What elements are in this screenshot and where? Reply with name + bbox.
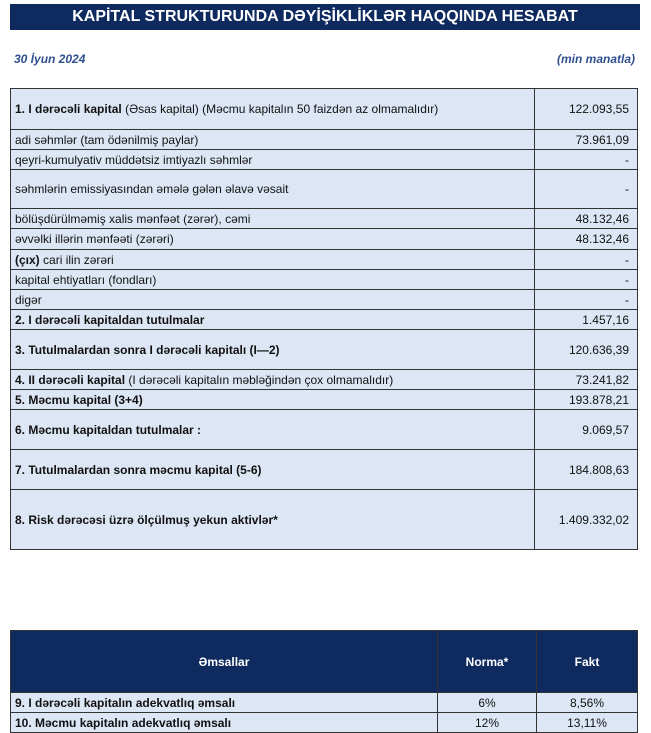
row-value: 48.132,46 [534,208,638,229]
table-row: kapital ehtiyatları (fondları) - [10,269,638,290]
row-value: 122.093,55 [534,88,638,130]
ratio-fakt: 8,56% [536,692,638,713]
row-value: 1.457,16 [534,309,638,330]
table-row: 2. I dərəcəli kapitaldan tutulmalar 1.457… [10,309,638,330]
row-value: 9.069,57 [534,409,638,450]
row-value: - [534,269,638,290]
row-value: 184.808,63 [534,449,638,490]
row-label-bold: 4. II dərəcəli kapital [15,372,126,387]
table-row: əvvəlki illərin mənfəəti (zərəri) 48.132,… [10,228,638,250]
row-label-text: cari ilin zərəri [39,252,114,267]
header-norma: Norma* [437,630,537,693]
ratio-row: 10. Məcmu kapitalın adekvatlıq əmsalı 12… [10,712,638,733]
row-label-text: qeyri-kumulyativ müddətsiz imtiyazlı səh… [15,152,253,167]
row-label: 7. Tutulmalardan sonra məcmu kapital (5-… [10,449,535,490]
report-title: KAPİTAL STRUKTURUNDA DƏYİŞİKLİKLƏR HAQQI… [10,4,640,30]
row-label: əvvəlki illərin mənfəəti (zərəri) [10,228,535,250]
table-row: 5. Məcmu kapital (3+4) 193.878,21 [10,389,638,410]
row-label-text: (Əsas kapital) (Məcmu kapitalın 50 faizd… [121,102,439,116]
row-value: - [534,169,638,209]
row-label: səhmlərin emissiyasından əmələ gələn əla… [10,169,535,209]
header-emsallar: Əmsallar [10,630,438,693]
row-label: 8. Risk dərəcəsi üzrə ölçülmuş yekun akt… [10,489,535,550]
table-row: səhmlərin emissiyasından əmələ gələn əla… [10,169,638,209]
row-label: 3. Tutulmalardan sonra I dərəcəli kapita… [10,329,535,370]
row-label: 2. I dərəcəli kapitaldan tutulmalar [10,309,535,330]
row-label: 5. Məcmu kapital (3+4) [10,389,535,410]
table-row: 8. Risk dərəcəsi üzrə ölçülmuş yekun akt… [10,489,638,550]
row-label-bold: 6. Məcmu kapitaldan tutulmalar : [15,422,202,437]
row-value: 48.132,46 [534,228,638,250]
row-label-bold: 1. I dərəcəli kapital [15,102,122,116]
ratios-table: Əmsallar Norma* Fakt 9. I dərəcəli kapit… [10,630,638,733]
row-value: 73.961,09 [534,129,638,150]
row-label: bölüşdürülməmiş xalis mənfəət (zərər), c… [10,208,535,229]
row-label: kapital ehtiyatları (fondları) [10,269,535,290]
row-label: (çıx) cari ilin zərəri [10,249,535,270]
row-value: 120.636,39 [534,329,638,370]
row-label-text: digər [15,292,42,307]
table-row: digər - [10,289,638,310]
table-row: qeyri-kumulyativ müddətsiz imtiyazlı səh… [10,149,638,170]
row-value: - [534,149,638,170]
table-row: 6. Məcmu kapitaldan tutulmalar : 9.069,57 [10,409,638,450]
row-label-bold: 8. Risk dərəcəsi üzrə ölçülmuş yekun akt… [15,512,278,527]
row-value: - [534,289,638,310]
ratio-norma: 12% [437,712,537,733]
unit-label: (min manatla) [556,52,635,66]
table-row: 7. Tutulmalardan sonra məcmu kapital (5-… [10,449,638,490]
row-label-text: kapital ehtiyatları (fondları) [15,272,157,287]
header-fakt: Fakt [536,630,638,693]
row-label-bold: 3. Tutulmalardan sonra I dərəcəli kapita… [15,342,280,357]
row-label-text: əvvəlki illərin mənfəəti (zərəri) [15,232,174,246]
row-label-text: səhmlərin emissiyasından əmələ gələn əla… [15,182,289,196]
row-label-bold: 7. Tutulmalardan sonra məcmu kapital (5-… [15,462,262,477]
row-label: digər [10,289,535,310]
row-label: 4. II dərəcəli kapital (I dərəcəli kapit… [10,369,535,390]
capital-structure-table: 1. I dərəcəli kapital (Əsas kapital) (Mə… [10,88,638,550]
row-label: 6. Məcmu kapitaldan tutulmalar : [10,409,535,450]
table-row: 4. II dərəcəli kapital (I dərəcəli kapit… [10,369,638,390]
row-value: - [534,249,638,270]
row-label-text: adi səhmlər (tam ödənilmiş paylar) [15,132,199,147]
ratio-fakt: 13,11% [536,712,638,733]
table-row: 3. Tutulmalardan sonra I dərəcəli kapita… [10,329,638,370]
table-row: 1. I dərəcəli kapital (Əsas kapital) (Mə… [10,88,638,130]
row-label-bold: 5. Məcmu kapital (3+4) [15,392,143,407]
row-label-bold: (çıx) [15,252,40,267]
ratio-label: 9. I dərəcəli kapitalın adekvatlıq əmsal… [10,692,438,713]
report-date: 30 İyun 2024 [14,52,86,66]
row-label: qeyri-kumulyativ müddətsiz imtiyazlı səh… [10,149,535,170]
ratio-norma: 6% [437,692,537,713]
row-value: 73.241,82 [534,369,638,390]
table-row: adi səhmlər (tam ödənilmiş paylar) 73.961… [10,129,638,150]
row-label-text: bölüşdürülməmiş xalis mənfəət (zərər), c… [15,211,251,226]
row-value: 193.878,21 [534,389,638,410]
row-label: adi səhmlər (tam ödənilmiş paylar) [10,129,535,150]
table-row: (çıx) cari ilin zərəri - [10,249,638,270]
row-value: 1.409.332,02 [534,489,638,550]
row-label-bold: 2. I dərəcəli kapitaldan tutulmalar [15,312,205,327]
ratio-row: 9. I dərəcəli kapitalın adekvatlıq əmsal… [10,692,638,713]
table-row: bölüşdürülməmiş xalis mənfəət (zərər), c… [10,208,638,229]
row-label: 1. I dərəcəli kapital (Əsas kapital) (Mə… [10,88,535,130]
ratio-label: 10. Məcmu kapitalın adekvatlıq əmsalı [10,712,438,733]
row-label-text: (I dərəcəli kapitalın məbləğindən çox ol… [125,372,394,387]
